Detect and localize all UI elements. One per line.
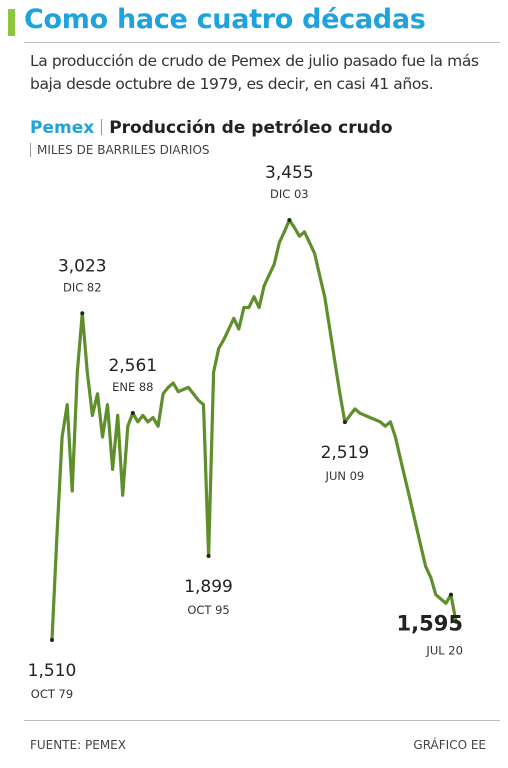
- data-label: 2,519: [321, 443, 370, 463]
- chart: 1,510 OCT 79 3,023 DIC 82 2,561 ENE 88 1,899 OC…: [28, 163, 463, 701]
- data-label: 2,561: [108, 356, 157, 376]
- source: FUENTE: PEMEX: [30, 738, 126, 752]
- y-axis-label: MILES DE BARRILES DIARIOS: [30, 143, 210, 157]
- x-tick-label: DIC 03: [270, 187, 309, 201]
- brand: Pemex: [30, 118, 95, 138]
- point-marker: [448, 592, 453, 597]
- x-tick-label: DIC 82: [63, 280, 102, 294]
- point-marker: [130, 411, 135, 416]
- point-marker: [287, 218, 292, 222]
- x-tick-label: JUN 09: [325, 469, 365, 483]
- title: Como hace cuatro décadas: [24, 4, 426, 35]
- x-tick-label: OCT 95: [187, 603, 229, 617]
- point-marker: [342, 420, 347, 425]
- chart-title: Producción de petróleo crudo: [109, 118, 393, 138]
- x-tick-label: JUL 20: [425, 644, 463, 658]
- data-label: 3,023: [58, 256, 107, 276]
- separator: [101, 119, 103, 135]
- x-tick-label: ENE 88: [112, 380, 153, 394]
- point-marker: [454, 619, 458, 624]
- subtitle: La producción de crudo de Pemex de julio…: [30, 52, 479, 93]
- credit: GRÁFICO EE: [413, 738, 486, 752]
- point-marker: [206, 554, 211, 558]
- chart-heading: Pemex Producción de petróleo crudo: [30, 118, 393, 138]
- rule: [24, 720, 500, 721]
- rule: [24, 42, 500, 43]
- data-line: [50, 218, 458, 641]
- point-marker: [80, 311, 85, 316]
- data-label: 1,510: [28, 661, 77, 681]
- data-label: 1,899: [184, 577, 233, 597]
- x-tick-label: OCT 79: [31, 687, 73, 701]
- point-marker: [50, 638, 54, 642]
- data-label: 1,595: [397, 612, 463, 636]
- title-bar: [8, 9, 15, 36]
- data-label: 3,455: [265, 163, 314, 183]
